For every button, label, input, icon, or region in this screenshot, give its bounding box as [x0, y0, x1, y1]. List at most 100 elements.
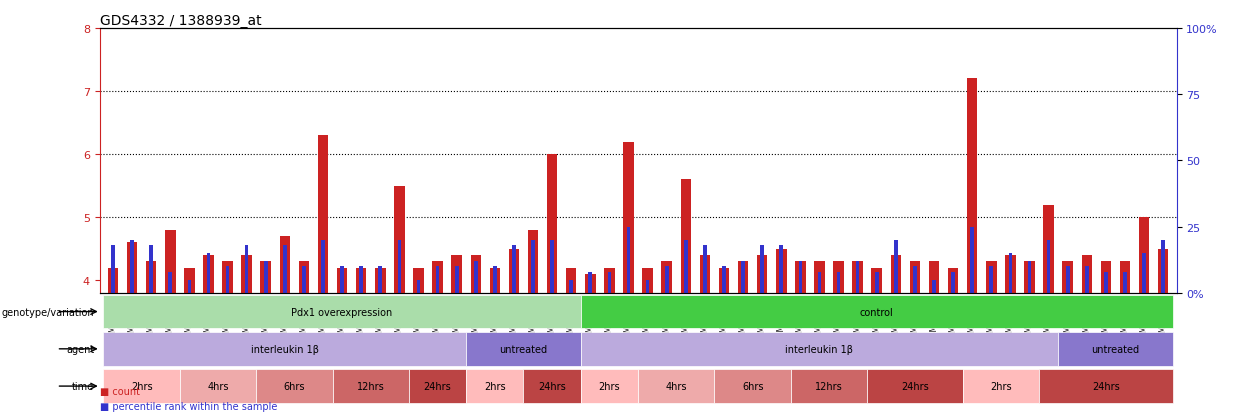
- Bar: [303, 267, 306, 293]
- Bar: [245, 246, 249, 293]
- Bar: [894, 240, 898, 293]
- Bar: [1005, 256, 1016, 293]
- Bar: [700, 256, 710, 293]
- Bar: [779, 246, 783, 293]
- Bar: [990, 267, 994, 293]
- Text: interleukin 1β: interleukin 1β: [786, 344, 854, 354]
- Text: control: control: [860, 307, 894, 317]
- Bar: [432, 262, 443, 293]
- Bar: [1104, 272, 1108, 293]
- Bar: [951, 272, 955, 293]
- Bar: [798, 261, 802, 293]
- FancyBboxPatch shape: [466, 332, 580, 366]
- FancyBboxPatch shape: [637, 370, 715, 403]
- Text: untreated: untreated: [1092, 344, 1139, 354]
- Bar: [569, 280, 573, 293]
- Bar: [661, 262, 672, 293]
- Bar: [225, 267, 229, 293]
- Bar: [933, 280, 936, 293]
- Bar: [604, 268, 615, 293]
- Text: 6hrs: 6hrs: [284, 381, 305, 391]
- Bar: [184, 268, 194, 293]
- FancyBboxPatch shape: [962, 370, 1040, 403]
- Bar: [1139, 218, 1149, 293]
- Bar: [833, 262, 844, 293]
- Bar: [929, 262, 939, 293]
- Text: 24hrs: 24hrs: [901, 381, 929, 391]
- Bar: [853, 262, 863, 293]
- Bar: [1066, 267, 1069, 293]
- Bar: [684, 240, 687, 293]
- Bar: [166, 230, 176, 293]
- FancyBboxPatch shape: [103, 332, 466, 366]
- Bar: [1119, 262, 1130, 293]
- FancyBboxPatch shape: [103, 295, 580, 329]
- Bar: [855, 261, 859, 293]
- Bar: [397, 240, 401, 293]
- Bar: [108, 268, 118, 293]
- Bar: [814, 262, 824, 293]
- Bar: [665, 267, 669, 293]
- Text: untreated: untreated: [499, 344, 548, 354]
- Bar: [910, 262, 920, 293]
- Bar: [417, 280, 421, 293]
- Bar: [970, 227, 974, 293]
- Text: 4hrs: 4hrs: [207, 381, 229, 391]
- Bar: [589, 272, 593, 293]
- Bar: [223, 262, 233, 293]
- Bar: [776, 249, 787, 293]
- Bar: [131, 240, 134, 293]
- Bar: [321, 240, 325, 293]
- Bar: [264, 261, 268, 293]
- Bar: [509, 249, 519, 293]
- Text: GDS4332 / 1388939_at: GDS4332 / 1388939_at: [100, 14, 261, 28]
- Text: 24hrs: 24hrs: [1092, 381, 1119, 391]
- Text: 2hrs: 2hrs: [990, 381, 1012, 391]
- Text: 2hrs: 2hrs: [599, 381, 620, 391]
- Text: interleukin 1β: interleukin 1β: [250, 344, 319, 354]
- Text: Pdx1 overexpression: Pdx1 overexpression: [291, 307, 392, 317]
- Bar: [378, 267, 382, 293]
- Bar: [947, 268, 959, 293]
- Bar: [489, 268, 500, 293]
- Text: 6hrs: 6hrs: [742, 381, 763, 391]
- Text: 2hrs: 2hrs: [484, 381, 505, 391]
- Bar: [436, 267, 439, 293]
- FancyBboxPatch shape: [580, 370, 637, 403]
- Bar: [280, 237, 290, 293]
- Bar: [1043, 205, 1053, 293]
- Bar: [283, 246, 286, 293]
- Bar: [646, 280, 650, 293]
- Bar: [337, 268, 347, 293]
- Bar: [872, 268, 881, 293]
- FancyBboxPatch shape: [1058, 332, 1173, 366]
- Text: 24hrs: 24hrs: [538, 381, 566, 391]
- Bar: [207, 254, 210, 293]
- Text: 4hrs: 4hrs: [666, 381, 687, 391]
- FancyBboxPatch shape: [523, 370, 580, 403]
- Bar: [242, 256, 251, 293]
- Bar: [547, 155, 558, 293]
- Bar: [413, 268, 423, 293]
- Bar: [566, 268, 576, 293]
- Bar: [718, 268, 730, 293]
- Bar: [1123, 272, 1127, 293]
- Bar: [796, 262, 806, 293]
- Bar: [818, 272, 822, 293]
- Bar: [395, 186, 405, 293]
- Bar: [967, 79, 977, 293]
- FancyBboxPatch shape: [332, 370, 408, 403]
- FancyBboxPatch shape: [580, 295, 1173, 329]
- FancyBboxPatch shape: [179, 370, 256, 403]
- Bar: [317, 136, 329, 293]
- Bar: [1008, 254, 1012, 293]
- Bar: [188, 280, 192, 293]
- Bar: [550, 240, 554, 293]
- Text: time: time: [72, 381, 95, 391]
- Bar: [608, 272, 611, 293]
- FancyBboxPatch shape: [1040, 370, 1173, 403]
- Bar: [626, 227, 630, 293]
- Bar: [741, 261, 745, 293]
- Bar: [299, 262, 309, 293]
- Bar: [624, 142, 634, 293]
